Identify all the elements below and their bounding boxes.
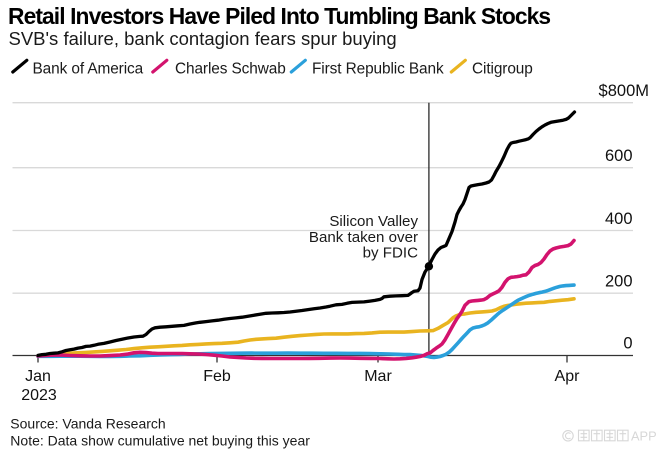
svg-text:Note: Data show cumulative net: Note: Data show cumulative net buying th… bbox=[10, 432, 310, 448]
svg-text:600: 600 bbox=[605, 147, 633, 165]
svg-text:$800M: $800M bbox=[599, 82, 649, 100]
svg-text:Apr: Apr bbox=[555, 368, 581, 385]
svg-text:First Republic Bank: First Republic Bank bbox=[312, 60, 444, 77]
svg-text:Bank taken over: Bank taken over bbox=[309, 229, 418, 246]
svg-text:2023: 2023 bbox=[21, 387, 57, 404]
svg-text:Mar: Mar bbox=[364, 368, 392, 385]
svg-text:Silicon Valley: Silicon Valley bbox=[329, 213, 418, 230]
svg-text:Bank of America: Bank of America bbox=[33, 60, 144, 77]
svg-text:Citigroup: Citigroup bbox=[472, 60, 533, 77]
svg-text:400: 400 bbox=[605, 210, 633, 228]
svg-text:APP: APP bbox=[631, 429, 657, 444]
svg-text:Retail Investors Have Piled In: Retail Investors Have Piled Into Tumblin… bbox=[8, 3, 550, 29]
svg-text:by FDIC: by FDIC bbox=[363, 245, 418, 262]
svg-text:SVB's failure, bank contagion: SVB's failure, bank contagion fears spur… bbox=[9, 28, 397, 49]
svg-text:Charles Schwab: Charles Schwab bbox=[175, 60, 286, 77]
svg-text:Jan: Jan bbox=[25, 368, 51, 385]
svg-text:Source: Vanda Research: Source: Vanda Research bbox=[10, 416, 165, 432]
svg-text:200: 200 bbox=[605, 273, 633, 291]
svg-text:0: 0 bbox=[623, 335, 632, 353]
svg-text:Feb: Feb bbox=[203, 368, 231, 385]
